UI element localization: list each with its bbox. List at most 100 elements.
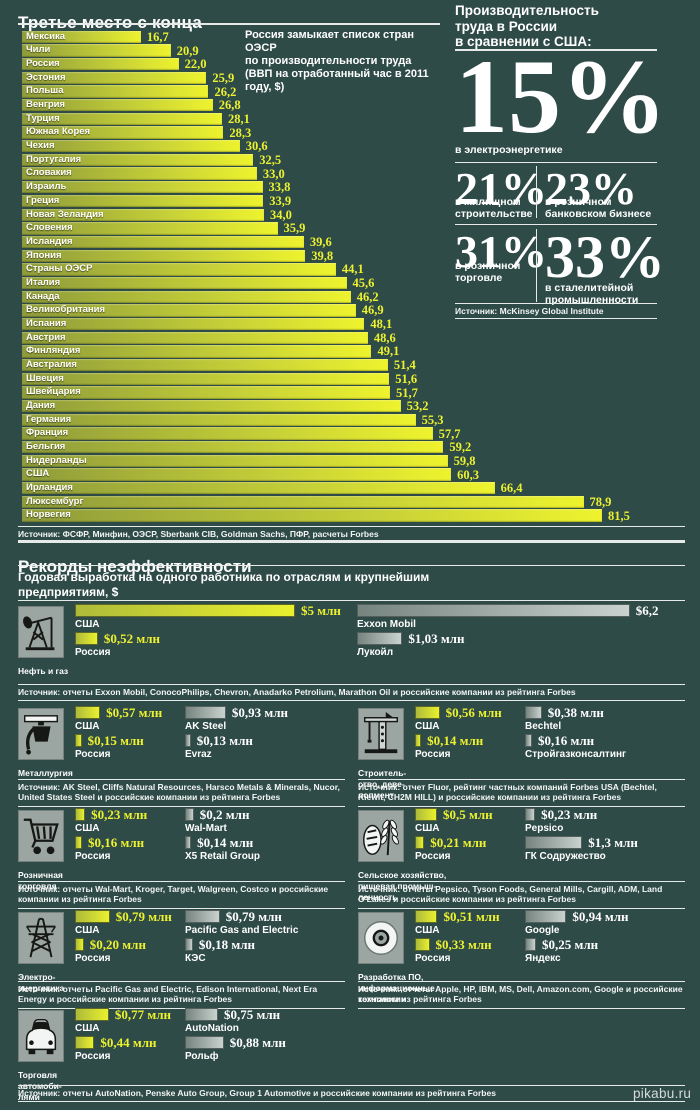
sector-entry-name: Рольф <box>185 1050 219 1062</box>
country-value: 33,0 <box>262 166 285 181</box>
country-label: США <box>26 468 50 480</box>
country-bar: Австралия <box>22 359 388 372</box>
sector-entry-name: Exxon Mobil <box>357 618 416 630</box>
sector-bar <box>185 1008 218 1021</box>
country-bar: Мексика <box>22 30 141 43</box>
country-value: 59,2 <box>449 440 472 455</box>
country-value: 25,9 <box>212 70 235 85</box>
sector-entry-name: США <box>75 822 100 834</box>
stat-electricity-label: в электроэнергетике <box>455 144 563 156</box>
sector-entry-name: Лукойл <box>357 646 394 658</box>
sector-bar-value: $0,25 млн <box>542 937 599 952</box>
panel-divider-1 <box>536 166 537 218</box>
sector-bar <box>415 808 437 821</box>
sector-bar-value: $0,14 млн <box>197 835 254 850</box>
country-bar-row: Страны ОЭСР 44,1 <box>22 263 700 277</box>
sector-entry-name: Pepsico <box>525 822 564 834</box>
country-bar-row: Швеция 51,6 <box>22 372 700 386</box>
sector-category: Разработка ПО, информационные технологии <box>358 972 435 1005</box>
sector-source: Источник: отчеты AutoNation, Penske Auto… <box>18 1085 685 1103</box>
panel-title: Производительность труда в России в срав… <box>455 3 599 50</box>
sector-bar <box>75 808 86 821</box>
country-bar-row: Чехия 30,6 <box>22 139 700 153</box>
country-bar-row: Южная Корея 28,3 <box>22 126 700 140</box>
country-value: 66,4 <box>500 481 523 496</box>
sector-category: Строитель- ство, деве- лопмент <box>358 768 407 801</box>
country-bar-row: Нидерланды 59,8 <box>22 454 700 468</box>
sector-bar <box>75 706 101 719</box>
country-label: Россия <box>26 58 60 70</box>
sector-bar <box>75 734 82 747</box>
country-label: Норвегия <box>26 509 71 521</box>
country-value: 16,7 <box>146 29 169 44</box>
car-icon <box>18 1010 64 1062</box>
country-bar-row: Швейцария 51,7 <box>22 386 700 400</box>
country-value: 44,1 <box>341 262 364 277</box>
sector-source: Источник: отчеты Wal-Mart, Kroger, Targe… <box>18 881 345 909</box>
country-label: Ирландия <box>26 482 73 494</box>
sector-bar <box>75 632 98 645</box>
sector-entry-name: Россия <box>415 952 451 964</box>
oil-pump-icon <box>18 606 64 658</box>
sector-bar <box>415 836 425 849</box>
sector-bar-value: $0,5 млн <box>443 807 493 822</box>
sector-entry-name: Россия <box>75 850 111 862</box>
sector-bar <box>525 938 536 951</box>
country-bar: Португалия <box>22 153 254 167</box>
country-value: 48,6 <box>373 330 396 345</box>
country-value: 48,1 <box>370 317 393 332</box>
country-bar: Швейцария <box>22 386 390 399</box>
sector-bar <box>415 910 438 923</box>
country-value: 39,8 <box>311 248 334 263</box>
country-label: Греция <box>26 194 60 206</box>
top-chart-title-rule <box>18 23 440 25</box>
sector-bar <box>185 1036 224 1049</box>
country-bar: Италия <box>22 276 347 290</box>
sector-entry-name: США <box>415 822 440 834</box>
sector-bar <box>415 734 422 747</box>
sector-entry-name: Evraz <box>185 748 212 760</box>
section-divider-rule <box>18 540 685 543</box>
country-bar: Страны ОЭСР <box>22 263 336 276</box>
sector-bar <box>415 938 430 951</box>
country-value: 20,9 <box>176 43 199 58</box>
sector-bar-value: $0,2 млн <box>199 807 250 822</box>
country-bar: Франция <box>22 427 433 440</box>
country-bar-row: Франция 57,7 <box>22 427 700 441</box>
country-bar: Словакия <box>22 167 257 180</box>
country-value: 49,1 <box>377 344 400 359</box>
sector-bar-value: $0,14 млн <box>427 733 484 748</box>
country-label: Франция <box>26 427 69 439</box>
sector-bar-value: $0,15 млн <box>87 733 144 748</box>
country-bar: Россия <box>22 58 179 71</box>
country-bar: Канада <box>22 290 351 303</box>
records-subtitle-rule <box>18 600 685 601</box>
sector-bar <box>525 734 533 747</box>
sector-bar-value: $0,93 млн <box>231 705 289 720</box>
records-title: Рекорды неэффективности <box>18 557 252 577</box>
country-label: Испания <box>26 317 67 329</box>
sector-category: Электро- энергетика <box>18 972 65 994</box>
country-value: 81,5 <box>608 508 630 523</box>
stat-housing-label: в жилищном строительстве <box>455 196 533 220</box>
sector-entry-name: Pacific Gas and Electric <box>185 924 299 936</box>
construction-crane-icon <box>358 708 404 760</box>
country-label: Эстония <box>26 71 66 83</box>
sector-bar-value: $0,16 млн <box>88 835 145 850</box>
country-label: Финляндия <box>26 345 81 357</box>
sector-bar <box>185 836 192 849</box>
us-comparison-panel: Производительность труда в России в срав… <box>455 0 685 330</box>
country-bar: Испания <box>22 317 365 331</box>
sector-bar-value: $0,18 млн <box>198 937 256 952</box>
stat-retail-label: в розничной торговле <box>455 260 521 284</box>
sector-source: Источник: отчеты Apple, HP, IBM, MS, Del… <box>358 981 685 1009</box>
sector-bar <box>75 910 110 923</box>
panel-divider-2 <box>536 229 537 302</box>
panel-rule-4 <box>455 303 657 304</box>
country-bar-row: Австралия 51,4 <box>22 358 700 372</box>
stat-steel-value: 33% <box>545 224 665 290</box>
country-bar-row: США 60,3 <box>22 468 700 482</box>
country-bar: Ирландия <box>22 482 495 495</box>
sector-entry-name: КЭС <box>185 952 206 964</box>
sector-entry-name: AK Steel <box>185 720 227 732</box>
